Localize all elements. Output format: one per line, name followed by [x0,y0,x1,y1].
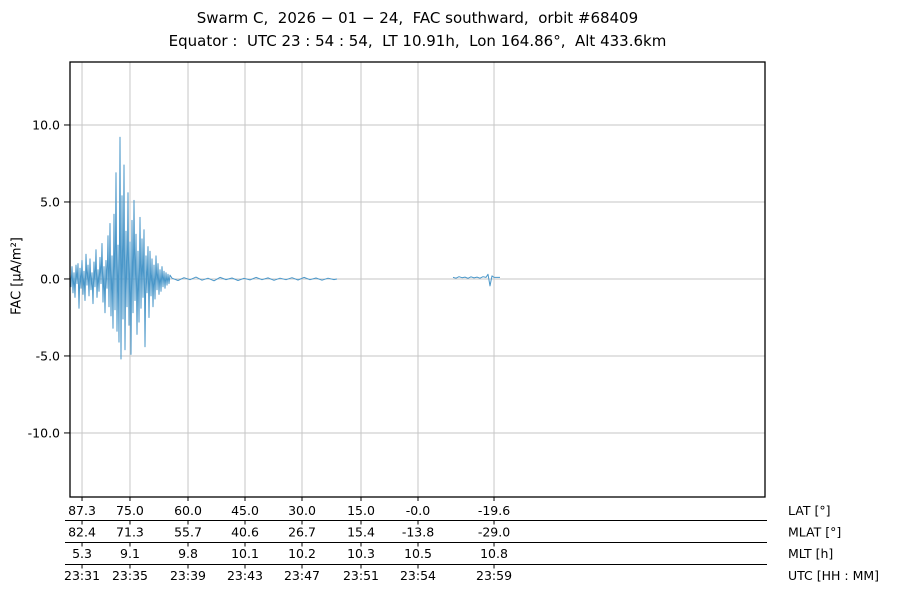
axis-row-label: MLAT [°] [788,525,841,540]
x-tick-label: 5.3 [72,546,92,561]
y-tick-label: -10.0 [28,425,60,440]
x-tick-label: 23:59 [476,568,512,583]
x-tick-label: 15.4 [347,525,375,540]
data-line [69,136,338,360]
x-tick-label: 60.0 [174,503,202,518]
x-tick-label: 15.0 [347,503,375,518]
y-tick-label: -5.0 [36,348,60,363]
x-tick-label: 9.1 [120,546,140,561]
x-tick-label: 23:39 [170,568,206,583]
x-tick-label: 87.3 [68,503,96,518]
x-tick-label: 82.4 [68,525,96,540]
x-tick-label: 55.7 [174,525,202,540]
x-tick-label: 30.0 [288,503,316,518]
x-tick-label: 23:35 [112,568,148,583]
x-tick-label: 23:54 [400,568,436,583]
x-tick-label: 10.2 [288,546,316,561]
chart-subtitle: Equator : UTC 23 : 54 : 54, LT 10.91h, L… [168,32,667,50]
x-tick-label: 23:43 [227,568,263,583]
x-tick-label: 45.0 [231,503,259,518]
y-tick-label: 10.0 [32,117,60,132]
axis-row-label: MLT [h] [788,546,833,561]
x-tick-label: 23:47 [284,568,320,583]
chart-title: Swarm C, 2026 − 01 − 24, FAC southward, … [196,9,639,27]
x-tick-label: 75.0 [116,503,144,518]
x-tick-label: 26.7 [288,525,316,540]
axis-row-label: UTC [HH : MM] [788,568,879,583]
x-tick-label: -13.8 [402,525,434,540]
x-tick-label: 9.8 [178,546,198,561]
x-tick-label: 10.8 [480,546,508,561]
axis-row-label: LAT [°] [788,503,830,518]
data-line [452,273,500,287]
x-tick-label: -29.0 [478,525,510,540]
x-tick-label: 23:51 [343,568,379,583]
x-tick-label: -19.6 [478,503,510,518]
x-tick-label: 10.1 [231,546,259,561]
y-tick-label: 5.0 [40,194,60,209]
x-tick-label: 23:31 [64,568,100,583]
x-tick-label: -0.0 [406,503,430,518]
x-tick-label: 10.5 [404,546,432,561]
x-tick-label: 71.3 [116,525,144,540]
x-tick-label: 40.6 [231,525,259,540]
x-tick-label: 10.3 [347,546,375,561]
y-tick-label: 0.0 [40,271,60,286]
